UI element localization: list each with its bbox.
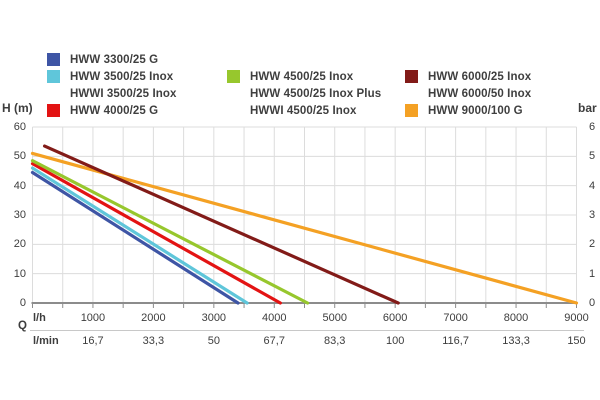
legend-item-hww-3500-25-inox: HWW 3500/25 Inox xyxy=(47,68,177,85)
x-tick-label-lh: 3000 xyxy=(201,312,227,324)
x-axis-unit-lmin: l/min xyxy=(33,335,59,347)
x-tick-label-lh: 1000 xyxy=(80,312,106,324)
y-left-tick-label: 50 xyxy=(13,150,26,163)
x-tick-label-lmin: 133,3 xyxy=(502,335,530,347)
legend-label: HWW 3500/25 Inox xyxy=(70,70,174,83)
y-left-tick-label: 30 xyxy=(13,209,26,221)
y-left-tick-label: 20 xyxy=(13,238,26,251)
legend-swatch xyxy=(227,70,240,83)
y-axis-title-left: H (m) xyxy=(2,101,33,115)
legend-item-hww-9000-100-g: HWW 9000/100 G xyxy=(405,102,531,119)
legend-label: HWW 9000/100 G xyxy=(428,104,523,117)
y-right-tick-label: 5 xyxy=(588,150,596,163)
x-tick-label-lmin: 50 xyxy=(207,335,220,347)
curve-hww-3500-25-inox xyxy=(30,166,249,305)
legend-label: HWW 4500/25 Inox xyxy=(250,70,354,83)
legend-swatch xyxy=(47,70,60,83)
x-tick-label-lh: 8000 xyxy=(503,312,529,324)
x-tick-label-lmin: 83,3 xyxy=(324,335,346,347)
curve-hww-9000-100-g xyxy=(30,151,579,305)
y-left-tick-label: 0 xyxy=(19,297,26,309)
y-right-tick-label: 4 xyxy=(588,179,596,192)
legend-column-3: HWW 6000/25 Inox HWW 6000/50 Inox HWW 9000… xyxy=(405,68,531,119)
y-left-tick-label: 60 xyxy=(13,121,26,133)
legend-label: HWW 4500/25 Inox Plus xyxy=(250,87,382,100)
legend-swatch xyxy=(405,70,418,83)
curve-hww-4500-25-inox xyxy=(30,159,310,305)
legend-swatch xyxy=(405,104,418,117)
x-tick-label-lh: 7000 xyxy=(443,312,468,324)
x-axis-row-separator xyxy=(30,330,584,331)
x-tick-label-lh: 5000 xyxy=(322,312,347,324)
x-axis-row-lh: l/h 1000 2000 3000 4000 5000 6000 7000 8000 9000 xyxy=(0,311,600,325)
legend-label: HWWI 3500/25 Inox xyxy=(70,87,177,100)
flow-axis-label-q: Q xyxy=(18,320,27,332)
x-tick-label-lh: 6000 xyxy=(382,312,408,324)
curve-hww-6000-25-inox xyxy=(42,144,400,305)
y-right-tick-label: 0 xyxy=(588,297,596,309)
legend-label: HWW 6000/25 Inox xyxy=(428,70,532,83)
legend-item-hww-4000-25-g: HWW 4000/25 G xyxy=(47,102,177,119)
legend-label: HWW 3300/25 G xyxy=(70,53,159,66)
y-left-tick-label: 40 xyxy=(13,179,26,192)
legend-swatch xyxy=(47,53,60,66)
curve-hww-4000-25-g xyxy=(30,162,282,305)
x-tick-label-lh: 9000 xyxy=(564,312,589,324)
legend-item-hww-4500-25-inox-plus: HWW 4500/25 Inox Plus xyxy=(227,85,381,102)
x-tick-label-lh: 2000 xyxy=(141,312,166,324)
x-tick-label-lmin: 16,7 xyxy=(82,335,104,347)
legend-item-hwwi-4500-25-inox: HWWI 4500/25 Inox xyxy=(227,102,381,119)
x-axis-row-lmin: l/min 16,7 33,3 50 67,7 83,3 100 116,7 133,3 150 xyxy=(0,334,600,348)
legend-label: HWW 4000/25 G xyxy=(70,104,159,117)
legend-swatch xyxy=(47,104,60,117)
legend-item-hww-4500-25-inox: HWW 4500/25 Inox xyxy=(227,68,381,85)
legend-item-hww-6000-50-inox: HWW 6000/50 Inox xyxy=(405,85,531,102)
curve-hww-3300-25-g xyxy=(30,170,240,305)
x-tick-label-lmin: 150 xyxy=(567,335,586,347)
x-axis-unit-lh: l/h xyxy=(33,312,46,324)
y-right-tick-label: 1 xyxy=(588,267,596,280)
y-right-tick-label: 2 xyxy=(588,238,596,251)
x-tick-label-lmin: 67,7 xyxy=(263,335,285,347)
x-tick-label-lmin: 100 xyxy=(385,335,405,347)
x-tick-label-lmin: 116,7 xyxy=(442,335,469,347)
legend-item-hwwi-3500-25-inox: HWWI 3500/25 Inox xyxy=(47,85,177,102)
legend-column-1: HWW 3300/25 G HWW 3500/25 Inox HWWI 3500/2… xyxy=(47,51,177,119)
legend-item-hww-3300-25-g: HWW 3300/25 G xyxy=(47,51,177,68)
y-left-tick-label: 10 xyxy=(13,267,26,280)
legend-label: HWW 6000/50 Inox xyxy=(428,87,532,100)
legend-label: HWWI 4500/25 Inox xyxy=(250,104,357,117)
legend-column-2: HWW 4500/25 Inox HWW 4500/25 Inox Plus HWW… xyxy=(227,68,381,119)
x-tick-label-lmin: 33,3 xyxy=(142,335,165,347)
y-axis-title-right: bar xyxy=(578,101,597,115)
y-right-tick-label: 6 xyxy=(588,121,596,133)
legend-item-hww-6000-25-inox: HWW 6000/25 Inox xyxy=(405,68,531,85)
x-tick-label-lh: 4000 xyxy=(262,312,287,324)
y-right-tick-label: 3 xyxy=(588,209,596,221)
